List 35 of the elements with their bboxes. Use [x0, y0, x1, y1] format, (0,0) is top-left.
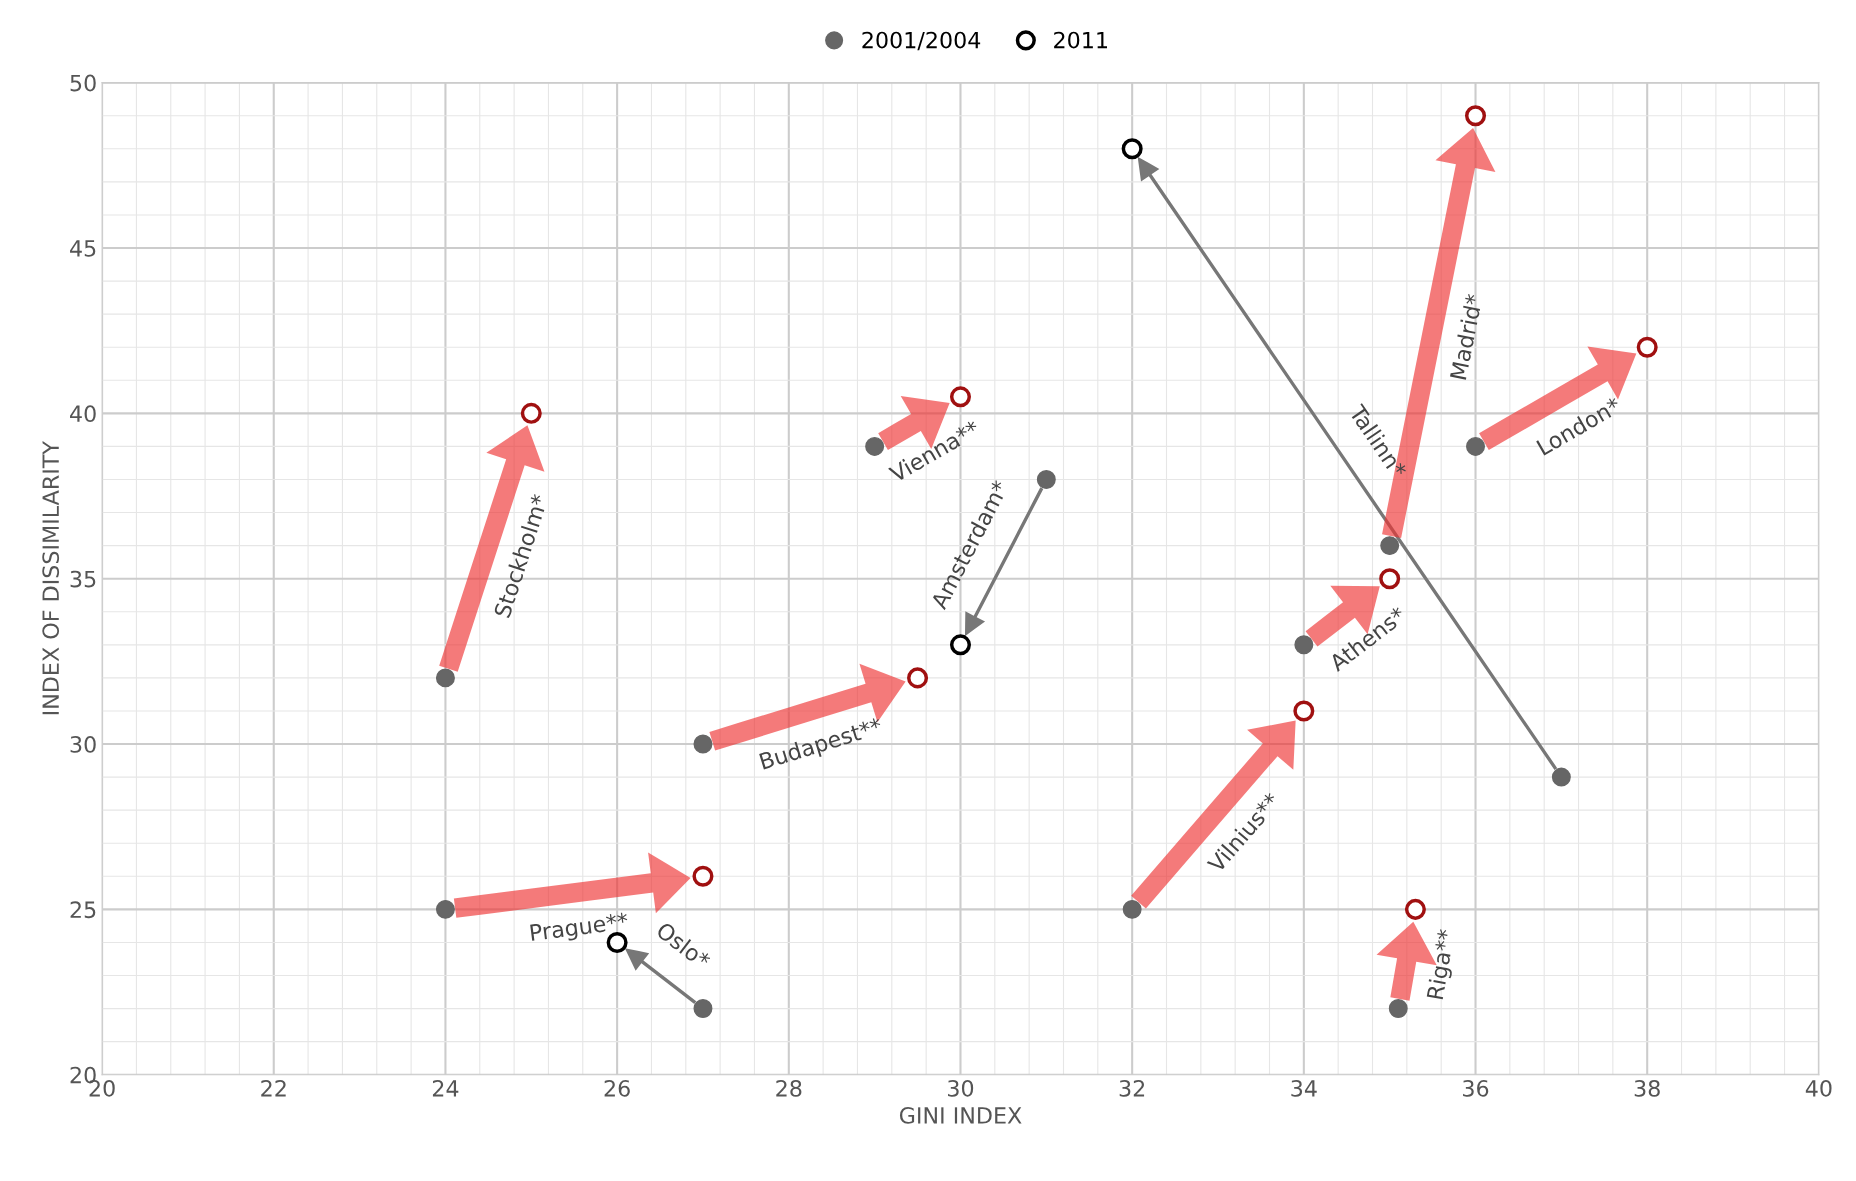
y-tick-label: 35 — [70, 570, 96, 588]
x-tick-label: 28 — [776, 1079, 802, 1097]
point — [865, 436, 885, 456]
x-tick-label: 38 — [1634, 1079, 1660, 1097]
x-axis-title: GINI INDEX — [899, 1107, 1022, 1124]
x-tick-label: 24 — [432, 1079, 459, 1097]
y-tick-label: 45 — [70, 240, 96, 257]
point — [1466, 436, 1485, 456]
x-tick-label: 36 — [1463, 1079, 1489, 1097]
point — [1122, 899, 1142, 919]
point — [1036, 470, 1056, 489]
point — [693, 999, 713, 1019]
y-tick-label: 30 — [70, 735, 96, 753]
annotation: Madrid* — [1449, 293, 1483, 380]
x-tick-label: 26 — [604, 1079, 630, 1097]
point — [435, 899, 455, 919]
point — [1551, 767, 1571, 787]
x-tick-label: 40 — [1805, 1079, 1832, 1097]
point — [1294, 635, 1314, 655]
y-tick-label: 40 — [70, 405, 96, 423]
legend-label: 2011 — [1054, 31, 1107, 49]
point — [1388, 999, 1408, 1019]
x-tick-label: 34 — [1291, 1079, 1317, 1097]
annotation: Prague** — [530, 912, 630, 946]
y-tick-label: 25 — [70, 901, 96, 919]
point — [435, 668, 455, 688]
y-axis-title: INDEX OF DISSIMILARITY — [42, 440, 60, 715]
point — [693, 734, 713, 754]
x-tick-label: 22 — [261, 1079, 286, 1097]
x-tick-label: 30 — [948, 1079, 974, 1097]
annotation: Riga** — [1426, 928, 1460, 1001]
point — [1380, 536, 1400, 556]
legend-label: 2001/2004 — [862, 31, 981, 51]
x-tick-label: 32 — [1119, 1079, 1145, 1097]
y-tick-label: 50 — [70, 74, 96, 92]
